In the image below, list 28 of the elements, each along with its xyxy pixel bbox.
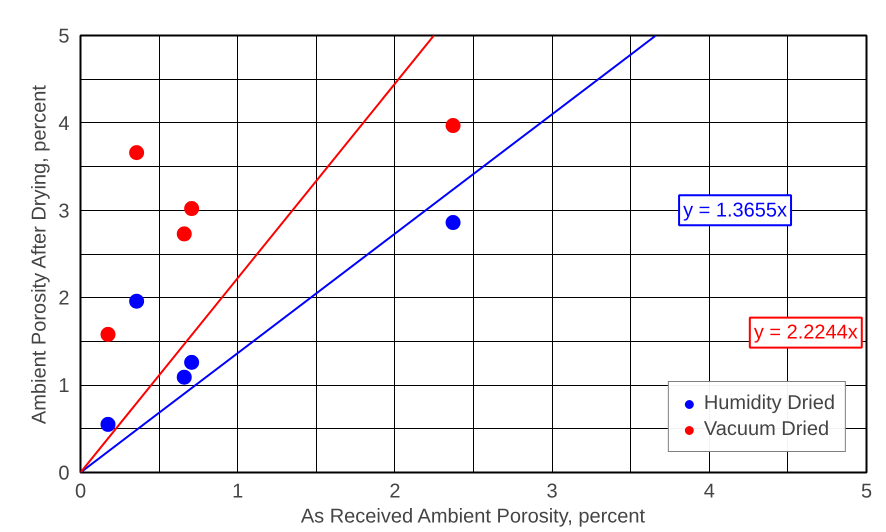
point — [446, 215, 461, 230]
point — [184, 201, 200, 216]
x-tick-label: 5 — [860, 480, 872, 502]
x-tick-label: 3 — [546, 480, 558, 502]
x-axis-title: As Received Ambient Porosity, percent — [300, 506, 646, 528]
y-tick-label: 0 — [58, 462, 70, 484]
point — [100, 326, 116, 342]
y-tick-label: 1 — [58, 375, 70, 398]
text: y = 2.2244x — [754, 322, 858, 344]
y-tick-label: 4 — [58, 112, 70, 135]
point — [129, 294, 144, 309]
y-axis-title: Ambient Porosity After Drying, percent — [28, 84, 50, 424]
point — [100, 416, 116, 432]
point — [129, 145, 144, 160]
point — [176, 370, 192, 385]
y-tick-label: 5 — [58, 26, 70, 48]
point — [176, 226, 192, 242]
y-tick-label: 3 — [58, 200, 70, 222]
x-tick-label: 4 — [704, 480, 715, 502]
x-tick-label: 0 — [74, 480, 86, 502]
legend-label: Humidity Dried — [704, 392, 835, 415]
point — [184, 354, 200, 370]
x-tick-label: 2 — [389, 480, 400, 502]
x-tick-label: 1 — [232, 480, 244, 502]
legend-label: Vacuum Dried — [704, 418, 830, 441]
point — [446, 118, 461, 134]
text: y = 1.3655x — [683, 199, 788, 222]
y-tick-label: 2 — [58, 288, 70, 310]
